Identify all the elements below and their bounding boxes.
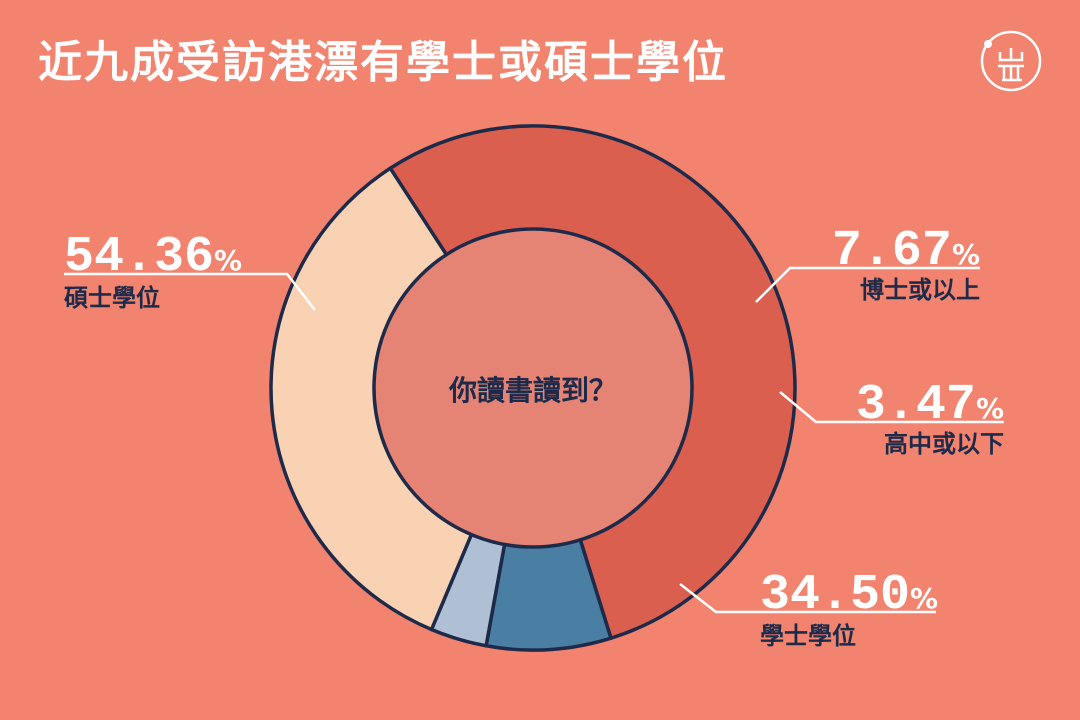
percent-sign: % (214, 244, 242, 277)
percent-sign: % (952, 238, 980, 271)
leader-line-highschool (779, 391, 1004, 424)
data-label-highschool: 3.47 (856, 377, 976, 434)
category-label-highschool: 高中或以下 (884, 430, 1004, 458)
center-label: 你讀書讀到？ (448, 374, 617, 407)
chart-title: 近九成受訪港漂有學士或碩士學位 (38, 37, 728, 88)
category-label-phd: 博士或以上 (860, 276, 980, 304)
svg-text:3.47%: 3.47% (856, 377, 1004, 434)
leader-line-bachelor (679, 583, 936, 614)
callout-bachelor: 34.50% 學士學位 (679, 567, 938, 650)
leader-line-phd (755, 266, 980, 303)
data-label-bachelor: 34.50 (760, 567, 910, 624)
data-label-master: 54.36 (64, 229, 214, 286)
svg-text:34.50%: 34.50% (760, 567, 938, 624)
callout-highschool: 3.47% 高中或以下 (779, 377, 1004, 458)
donut-center (372, 227, 694, 549)
category-label-bachelor: 學士學位 (760, 622, 856, 650)
svg-text:54.36%: 54.36% (64, 229, 242, 286)
data-label-phd: 7.67 (832, 223, 952, 280)
callout-master: 54.36% 碩士學位 (64, 229, 316, 312)
callout-phd: 7.67% 博士或以上 (755, 223, 980, 304)
leader-line-master (64, 272, 316, 311)
percent-sign: % (976, 392, 1004, 425)
initium-logo-icon (980, 30, 1042, 92)
svg-text:7.67%: 7.67% (832, 223, 980, 280)
percent-sign: % (910, 582, 938, 615)
category-label-master: 碩士學位 (64, 284, 160, 312)
